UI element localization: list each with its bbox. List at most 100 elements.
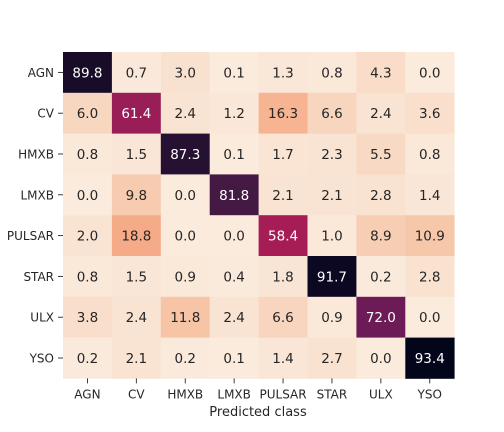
cell-value-label: 2.1 bbox=[126, 351, 147, 367]
heatmap-cell bbox=[209, 174, 259, 216]
heatmap-cell bbox=[307, 133, 357, 175]
cell-value-label: 0.8 bbox=[321, 65, 342, 81]
cell-value-label: 0.2 bbox=[77, 351, 98, 367]
cell-value-label: 2.1 bbox=[272, 188, 293, 204]
heatmap-cell bbox=[258, 174, 308, 216]
heatmap-cell bbox=[63, 133, 113, 175]
cell-value-label: 1.5 bbox=[126, 147, 147, 163]
cell-value-label: 1.7 bbox=[272, 147, 293, 163]
heatmap-cell bbox=[258, 92, 308, 134]
x-tick-label: ULX bbox=[369, 387, 393, 401]
cell-value-label: 91.7 bbox=[317, 269, 347, 285]
heatmap-cell bbox=[63, 174, 113, 216]
y-tick-label: ULX bbox=[30, 311, 54, 325]
heatmap-cell bbox=[160, 52, 211, 94]
cell-value-label: 8.9 bbox=[370, 229, 391, 245]
cell-value-label: 6.0 bbox=[77, 106, 98, 122]
heatmap-cell bbox=[111, 174, 162, 216]
heatmap-cell bbox=[111, 133, 162, 175]
cell-value-label: 0.0 bbox=[223, 229, 244, 245]
x-tick-label: PULSAR bbox=[260, 387, 307, 401]
x-tick-label: YSO bbox=[417, 387, 442, 401]
cell-value-label: 0.9 bbox=[321, 310, 342, 326]
heatmap-cell bbox=[258, 337, 308, 379]
heatmap-cell bbox=[307, 92, 357, 134]
heatmap-cell bbox=[356, 52, 406, 94]
heatmap-cell bbox=[356, 337, 406, 379]
heatmap-cell bbox=[160, 215, 211, 257]
cell-value-label: 0.8 bbox=[419, 147, 440, 163]
y-tick-label: LMXB bbox=[21, 188, 55, 202]
y-tick-label: YSO bbox=[29, 352, 54, 366]
cell-value-label: 1.3 bbox=[272, 65, 293, 81]
x-tick-label: LMXB bbox=[217, 387, 251, 401]
cell-value-label: 61.4 bbox=[121, 106, 151, 122]
heatmap-cell bbox=[111, 52, 162, 94]
heatmap-cell bbox=[258, 256, 308, 298]
cell-value-label: 5.5 bbox=[370, 147, 391, 163]
heatmap-cell bbox=[405, 174, 455, 216]
heatmap-cell bbox=[209, 52, 259, 94]
heatmap-cell bbox=[356, 133, 406, 175]
heatmap-cell bbox=[356, 296, 406, 338]
x-tick-label: CV bbox=[128, 387, 145, 401]
heatmap-cell bbox=[307, 215, 357, 257]
heatmap-cell bbox=[111, 296, 162, 338]
cell-value-label: 16.3 bbox=[268, 106, 298, 122]
cell-value-label: 1.5 bbox=[126, 269, 147, 285]
y-axis-ticks: AGN CV HMXB LMXB PULSAR STAR ULX YSO bbox=[7, 66, 63, 366]
y-tick-label: STAR bbox=[23, 270, 54, 284]
heatmap-cell bbox=[160, 337, 211, 379]
heatmap-cell bbox=[307, 52, 357, 94]
heatmap-cell bbox=[356, 215, 406, 257]
heatmap-cell bbox=[405, 296, 455, 338]
cell-value-label: 0.1 bbox=[223, 351, 244, 367]
heatmap-cell bbox=[63, 337, 113, 379]
heatmap-cell bbox=[111, 215, 162, 257]
heatmap-cell bbox=[405, 337, 455, 379]
cell-value-label: 3.6 bbox=[419, 106, 440, 122]
cell-value-label: 1.4 bbox=[272, 351, 293, 367]
heatmap-cell bbox=[258, 133, 308, 175]
heatmap-cell bbox=[63, 215, 113, 257]
heatmap-cell bbox=[307, 337, 357, 379]
cell-value-label: 6.6 bbox=[272, 310, 293, 326]
cell-value-label: 1.8 bbox=[272, 269, 293, 285]
cell-value-label: 11.8 bbox=[170, 310, 200, 326]
cell-value-label: 0.1 bbox=[223, 65, 244, 81]
heatmap-cell bbox=[63, 296, 113, 338]
cell-value-label: 2.4 bbox=[370, 106, 391, 122]
cell-value-label: 0.0 bbox=[370, 351, 391, 367]
heatmap-cell bbox=[160, 174, 211, 216]
heatmap-cell bbox=[356, 174, 406, 216]
heatmap-cell bbox=[356, 256, 406, 298]
heatmap-cell bbox=[111, 337, 162, 379]
heatmap-cell bbox=[405, 133, 455, 175]
heatmap-cell bbox=[258, 296, 308, 338]
heatmap-cell bbox=[160, 256, 211, 298]
x-axis-label: Predicted class bbox=[209, 405, 307, 420]
cell-value-label: 2.4 bbox=[175, 106, 196, 122]
cell-value-label: 0.0 bbox=[175, 229, 196, 245]
heatmap-cell bbox=[258, 215, 308, 257]
heatmap-cell bbox=[209, 337, 259, 379]
heatmap-cell bbox=[258, 52, 308, 94]
heatmap-cell bbox=[63, 256, 113, 298]
y-tick-label: AGN bbox=[28, 66, 54, 80]
x-tick-label: STAR bbox=[317, 387, 348, 401]
cell-value-label: 87.3 bbox=[170, 147, 200, 163]
heatmap-cell bbox=[307, 256, 357, 298]
y-tick-label: CV bbox=[37, 107, 54, 121]
heatmap-cell bbox=[405, 215, 455, 257]
heatmap-cell bbox=[209, 92, 259, 134]
cell-value-label: 10.9 bbox=[415, 229, 445, 245]
cell-value-label: 2.7 bbox=[321, 351, 342, 367]
heatmap-cell bbox=[63, 52, 113, 94]
heatmap-cell bbox=[209, 215, 259, 257]
cell-value-label: 2.1 bbox=[321, 188, 342, 204]
cell-value-label: 93.4 bbox=[415, 351, 445, 367]
cell-value-label: 0.2 bbox=[175, 351, 196, 367]
y-tick-label: HMXB bbox=[18, 148, 54, 162]
heatmap-cell bbox=[307, 296, 357, 338]
